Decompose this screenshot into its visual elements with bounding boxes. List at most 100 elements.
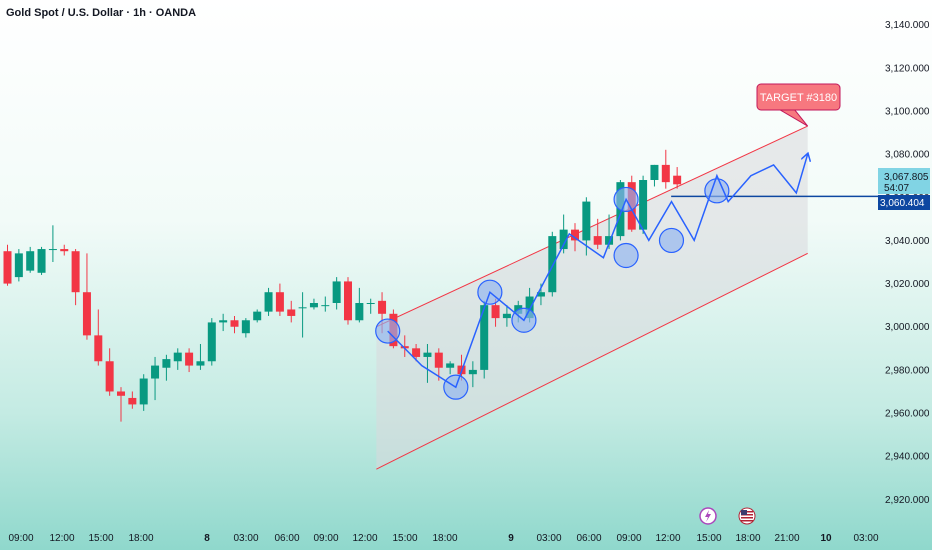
candle	[548, 231, 557, 297]
candle-body	[219, 320, 228, 323]
candle-body	[241, 320, 250, 334]
candle-body	[264, 292, 273, 312]
candle-body	[117, 391, 125, 396]
candle	[344, 277, 352, 325]
candle-body	[366, 303, 375, 304]
candle	[480, 300, 489, 379]
candle	[37, 246, 46, 275]
x-tick-label: 18:00	[432, 533, 457, 544]
zigzag-path	[387, 154, 808, 389]
candle	[253, 309, 262, 323]
pattern-circles	[375, 178, 730, 400]
y-tick-label: 3,000.000	[885, 322, 930, 333]
candle	[321, 296, 330, 312]
candle-body	[162, 359, 171, 368]
candle	[287, 300, 296, 323]
x-tick-label: 15:00	[392, 533, 417, 544]
x-axis: 09:00 12:00 15:00 18:00 8 03:00 06:00 09:00 12:0…	[8, 533, 878, 544]
channel-fill	[376, 126, 808, 470]
candle	[230, 315, 239, 334]
candle-body	[571, 229, 579, 241]
candle-body	[502, 313, 511, 319]
candle-body	[14, 253, 23, 278]
candle-body	[207, 322, 216, 362]
candle-body	[468, 369, 477, 375]
candle-body	[650, 164, 659, 180]
x-tick-label: 18:00	[735, 533, 760, 544]
candle-body	[582, 201, 591, 241]
candle-body	[71, 251, 80, 293]
x-tick-label: 12:00	[352, 533, 377, 544]
countdown-value: 54:07	[884, 183, 909, 194]
candle-body	[673, 175, 682, 185]
x-tick-label: 21:00	[774, 533, 799, 544]
candle	[48, 225, 57, 262]
candle-body	[48, 249, 57, 251]
candle	[309, 298, 318, 310]
candle	[71, 249, 80, 306]
candle	[117, 387, 125, 422]
x-tick-label: 12:00	[49, 533, 74, 544]
candle-body	[275, 292, 284, 312]
candle-body	[105, 361, 114, 392]
candle-body	[480, 305, 489, 370]
candle	[105, 348, 114, 396]
candle	[151, 356, 160, 401]
x-tick-label: 03:00	[536, 533, 561, 544]
y-tick-label: 3,100.000	[885, 106, 930, 117]
flash-icon[interactable]	[699, 507, 717, 525]
y-tick-label: 3,120.000	[885, 63, 930, 74]
x-tick-label: 15:00	[88, 533, 113, 544]
candle	[423, 344, 432, 383]
flash-icon-bolt	[705, 510, 711, 522]
candle	[3, 244, 12, 286]
level-price-badge	[878, 195, 930, 210]
candle-body	[253, 311, 262, 321]
x-tick-label: 03:00	[233, 533, 258, 544]
candle	[275, 283, 284, 316]
x-tick-label: 18:00	[128, 533, 153, 544]
target-callout: TARGET #3180	[756, 83, 841, 127]
flag-stripe	[741, 517, 753, 519]
candle-body	[151, 365, 160, 379]
candle-body	[525, 296, 534, 319]
candle-body	[548, 236, 557, 293]
candle	[185, 348, 194, 373]
x-tick-label: 9	[508, 533, 514, 544]
candle-body	[639, 180, 648, 230]
candle	[173, 348, 182, 370]
x-tick-label: 09:00	[8, 533, 33, 544]
candle-body	[3, 251, 12, 284]
channel-upper-line	[376, 125, 808, 328]
x-tick-label: 12:00	[655, 533, 680, 544]
candle-body	[559, 229, 568, 250]
candle	[128, 391, 137, 409]
candle-body	[230, 320, 239, 327]
candle-body	[434, 352, 443, 368]
candle	[639, 175, 648, 234]
y-tick-label: 3,080.000	[885, 150, 930, 161]
candle	[661, 149, 670, 189]
candle-body	[446, 363, 455, 368]
us-flag-icon[interactable]	[738, 507, 756, 525]
candle	[196, 344, 205, 370]
x-tick-label: 09:00	[313, 533, 338, 544]
candle	[502, 305, 511, 327]
candle-body	[332, 281, 341, 303]
candle-body	[173, 352, 182, 362]
x-tick-label: 06:00	[274, 533, 299, 544]
candle	[650, 164, 659, 187]
candle	[355, 287, 364, 323]
candle-body	[37, 249, 46, 273]
candle	[241, 318, 250, 338]
y-tick-label: 3,020.000	[885, 279, 930, 290]
y-axis: 3,140.000 3,120.000 3,100.000 3,080.000 3,06…	[885, 20, 930, 506]
y-tick-label: 3,140.000	[885, 20, 930, 31]
current-price-badge	[878, 168, 930, 194]
candle	[264, 287, 273, 316]
y-tick-label: 2,980.000	[885, 365, 930, 376]
candle-body	[82, 292, 91, 336]
candle	[14, 249, 23, 282]
